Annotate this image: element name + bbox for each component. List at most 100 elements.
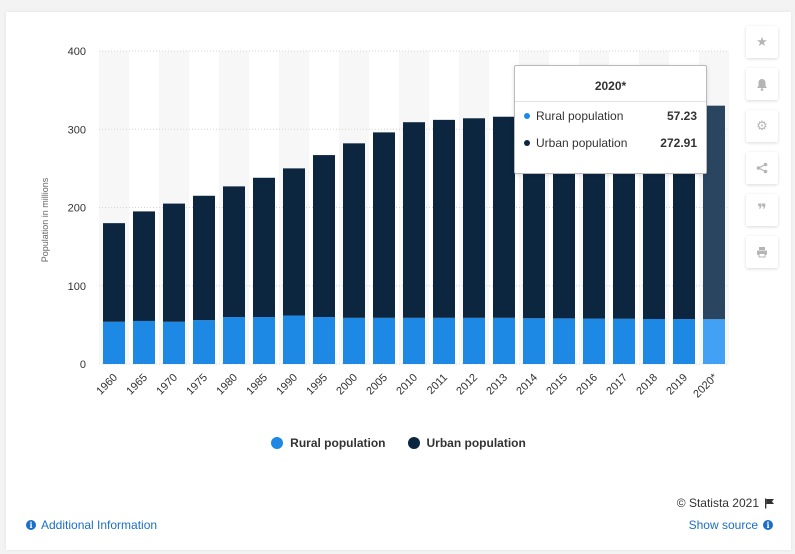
additional-information-link[interactable]: i Additional Information [26,518,157,532]
bar-rural-1965[interactable] [133,320,155,364]
bar-urban-2020*[interactable] [703,105,725,320]
info-icon: i [763,520,773,530]
rural-legend-dot-icon [271,437,284,449]
share-icon [756,162,768,174]
x-tick-label: 2011 [425,372,450,397]
bar-rural-2000[interactable] [343,317,365,364]
x-axis-ticks: 1960 1965 1970 1975 1980 1985 1990 1995 2000 2005… [94,371,720,400]
flag-icon[interactable] [764,498,775,509]
bar-rural-2013[interactable] [493,317,515,364]
bar-urban-1975[interactable] [193,195,215,321]
gear-icon: ⚙ [756,118,768,133]
x-tick-label: 2014 [514,372,540,398]
chart-tooltip: 2020* Rural population 57.23 Urban popul… [514,65,707,174]
bar-rural-1975[interactable] [193,320,215,364]
bar-urban-1970[interactable] [163,203,185,322]
x-tick-label: 1970 [154,372,180,398]
urban-legend-dot-icon [407,437,420,449]
y-axis-ticks: 0 100 200 300 400 [68,46,86,371]
bar-rural-2014[interactable] [523,318,545,364]
bar-urban-2005[interactable] [373,132,395,318]
y-tick-label: 400 [68,46,86,58]
bar-rural-2020*[interactable] [703,319,725,364]
tooltip-divider [515,101,706,102]
y-tick-label: 0 [80,359,86,371]
bar-urban-1995[interactable] [313,155,335,318]
bar-urban-1965[interactable] [133,211,155,321]
urban-dot-icon [524,139,530,146]
bar-urban-1990[interactable] [283,168,305,316]
tooltip-row-urban: Urban population 272.91 [515,129,706,156]
x-tick-label: 2015 [544,372,570,398]
chart-legend: Rural population Urban population [6,436,791,450]
bar-urban-2000[interactable] [343,143,365,318]
bar-rural-2005[interactable] [373,317,395,364]
additional-information-label: Additional Information [41,518,158,532]
x-tick-label: 2012 [454,372,480,398]
tooltip-row-rural: Rural population 57.23 [515,102,706,129]
bar-rural-2015[interactable] [553,318,575,364]
bar-rural-2012[interactable] [463,317,485,364]
bar-rural-1970[interactable] [163,321,185,364]
x-tick-label: 2017 [604,372,630,398]
x-tick-label: 2013 [484,372,510,398]
settings-button[interactable]: ⚙ [746,110,778,142]
tooltip-row-label: Rural population [536,108,624,123]
legend-item-urban[interactable]: Urban population [407,436,526,450]
x-tick-label: 1960 [94,372,120,398]
show-source-label: Show source [688,518,758,532]
x-tick-label: 1980 [214,372,240,398]
x-tick-label: 1990 [274,372,300,398]
x-tick-label: 2020* [691,371,720,400]
copyright-notice: © Statista 2021 [677,496,775,510]
x-tick-label: 1995 [304,372,330,398]
show-source-link[interactable]: Show source i [689,518,773,532]
print-icon [757,247,767,258]
legend-item-rural[interactable]: Rural population [271,436,386,450]
quote-icon: ❞ [757,202,767,219]
bar-urban-1980[interactable] [223,186,245,318]
bar-rural-1980[interactable] [223,317,245,364]
x-tick-label: 1975 [184,372,210,398]
notification-button[interactable] [746,68,778,100]
stacked-bar-chart: 0 100 200 300 400 Population in millions 196… [40,46,729,400]
bar-rural-2019[interactable] [673,319,695,364]
star-icon: ★ [756,34,768,49]
x-tick-label: 1965 [124,372,150,398]
y-tick-label: 100 [68,281,86,293]
x-tick-label: 1985 [244,372,270,398]
bar-urban-2011[interactable] [433,119,455,318]
favorite-button[interactable]: ★ [746,26,778,58]
y-tick-label: 300 [68,124,86,136]
tooltip-title: 2020* [594,79,627,93]
x-tick-label: 2010 [394,372,420,398]
bar-rural-2010[interactable] [403,317,425,364]
legend-label: Rural population [290,436,386,450]
bar-rural-2016[interactable] [583,318,605,364]
x-tick-label: 2016 [574,372,600,398]
bar-rural-2018[interactable] [643,319,665,364]
bar-rural-2017[interactable] [613,318,635,364]
share-button[interactable] [746,152,778,184]
x-tick-label: 2005 [364,372,390,398]
bar-rural-2011[interactable] [433,317,455,364]
bar-urban-2013[interactable] [493,116,515,318]
bar-rural-1995[interactable] [313,317,335,364]
chart-card: 0 100 200 300 400 Population in millions 196… [6,12,791,550]
bar-urban-1985[interactable] [253,177,275,318]
y-axis-title: Population in millions [40,177,50,262]
bar-rural-1985[interactable] [253,317,275,364]
bar-rural-1960[interactable] [103,321,125,364]
bar-urban-2012[interactable] [463,118,485,318]
print-button[interactable] [746,236,778,268]
cite-button[interactable]: ❞ [746,194,778,226]
bar-urban-2010[interactable] [403,122,425,318]
y-tick-label: 200 [68,203,86,215]
bar-urban-1960[interactable] [103,223,125,322]
copyright-text: © Statista 2021 [676,496,759,510]
x-tick-label: 2018 [634,372,660,398]
bar-rural-1990[interactable] [283,315,305,364]
bell-icon [757,78,767,91]
legend-label: Urban population [426,436,526,450]
rural-dot-icon [524,112,530,119]
